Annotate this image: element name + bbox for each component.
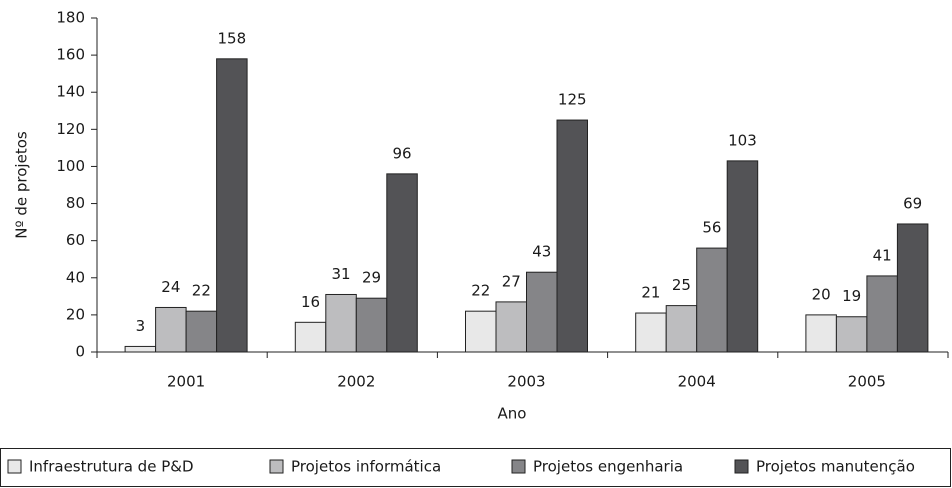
y-tick-label: 80 bbox=[66, 194, 85, 212]
data-label: 96 bbox=[393, 144, 412, 162]
data-label: 103 bbox=[728, 131, 757, 149]
bar bbox=[355, 297, 388, 353]
y-tick-label: 140 bbox=[56, 83, 85, 101]
y-tick-label: 100 bbox=[56, 157, 85, 175]
bar bbox=[866, 275, 898, 353]
legend-swatch bbox=[7, 459, 22, 474]
data-label: 31 bbox=[332, 265, 351, 283]
legend-label: Projetos engenharia bbox=[533, 458, 683, 476]
data-label: 22 bbox=[192, 282, 211, 300]
legend-label: Infraestrutura de P&D bbox=[29, 458, 194, 476]
data-label: 3 bbox=[136, 317, 146, 335]
bar bbox=[805, 314, 837, 353]
data-label: 69 bbox=[903, 194, 922, 212]
data-label: 22 bbox=[471, 282, 490, 300]
y-tick-label: 120 bbox=[56, 120, 85, 138]
y-tick-label: 160 bbox=[56, 46, 85, 64]
data-label: 43 bbox=[532, 243, 551, 261]
bar bbox=[635, 312, 667, 353]
y-tick-label: 40 bbox=[66, 268, 85, 286]
x-tick-label: 2005 bbox=[848, 373, 886, 391]
bar bbox=[124, 345, 157, 353]
data-label: 19 bbox=[842, 287, 861, 305]
legend-box bbox=[0, 448, 951, 487]
data-label: 16 bbox=[301, 293, 320, 311]
data-label: 24 bbox=[161, 278, 180, 296]
bar bbox=[386, 173, 418, 353]
legend-swatch bbox=[269, 459, 284, 474]
y-tick-label: 60 bbox=[66, 231, 85, 249]
data-label: 20 bbox=[812, 285, 831, 303]
legend-swatch bbox=[734, 459, 749, 474]
x-tick-label: 2001 bbox=[167, 373, 205, 391]
y-tick-label: 20 bbox=[66, 305, 85, 323]
legend-swatch bbox=[511, 459, 526, 474]
bar bbox=[294, 321, 327, 353]
y-tick-label: 0 bbox=[75, 343, 85, 361]
bar bbox=[896, 223, 929, 353]
data-label: 125 bbox=[558, 91, 587, 109]
bar bbox=[216, 58, 248, 353]
data-label: 21 bbox=[641, 284, 660, 302]
legend-label: Projetos informática bbox=[291, 458, 441, 476]
data-label: 25 bbox=[672, 276, 691, 294]
bar bbox=[526, 271, 558, 353]
y-tick-label: 180 bbox=[56, 9, 85, 27]
bar bbox=[465, 310, 497, 353]
bar bbox=[556, 119, 588, 353]
legend-label: Projetos manutenção bbox=[756, 458, 915, 476]
bar bbox=[665, 305, 698, 353]
x-tick-label: 2004 bbox=[678, 373, 716, 391]
bar bbox=[835, 316, 868, 353]
bar bbox=[185, 310, 218, 353]
data-label: 27 bbox=[502, 272, 521, 290]
bar bbox=[155, 306, 187, 353]
y-axis-label: Nº de projetos bbox=[13, 131, 31, 239]
bar bbox=[495, 301, 527, 353]
x-axis-label: Ano bbox=[498, 405, 527, 423]
x-tick-label: 2003 bbox=[507, 373, 545, 391]
bar bbox=[325, 293, 357, 353]
data-label: 56 bbox=[702, 219, 721, 237]
data-label: 29 bbox=[362, 269, 381, 287]
x-tick-label: 2002 bbox=[337, 373, 375, 391]
data-label: 158 bbox=[218, 29, 247, 47]
bar bbox=[696, 247, 728, 353]
data-label: 41 bbox=[873, 246, 892, 264]
bar bbox=[726, 160, 759, 353]
